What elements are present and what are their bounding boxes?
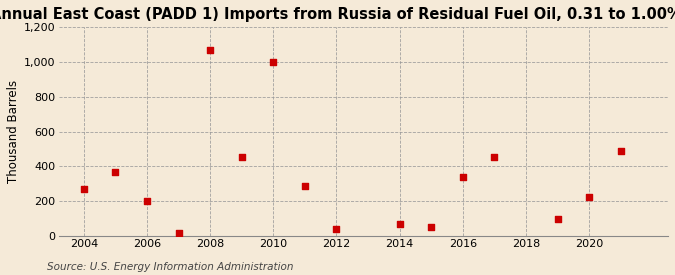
Text: Source: U.S. Energy Information Administration: Source: U.S. Energy Information Administ… <box>47 262 294 272</box>
Point <box>552 216 563 221</box>
Point <box>236 155 247 159</box>
Y-axis label: Thousand Barrels: Thousand Barrels <box>7 80 20 183</box>
Point <box>110 169 121 174</box>
Point <box>300 184 310 189</box>
Point <box>173 230 184 235</box>
Point <box>458 175 468 179</box>
Point <box>584 195 595 199</box>
Point <box>426 225 437 230</box>
Point <box>205 48 215 52</box>
Point <box>142 199 153 204</box>
Point <box>616 148 626 153</box>
Title: Annual East Coast (PADD 1) Imports from Russia of Residual Fuel Oil, 0.31 to 1.0: Annual East Coast (PADD 1) Imports from … <box>0 7 675 22</box>
Point <box>331 227 342 231</box>
Point <box>489 155 500 159</box>
Point <box>78 187 89 191</box>
Point <box>394 222 405 226</box>
Point <box>268 60 279 64</box>
